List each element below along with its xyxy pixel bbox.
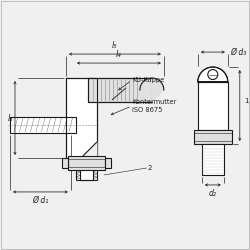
Text: KU-Kappe: KU-Kappe (132, 77, 164, 83)
Polygon shape (81, 142, 97, 158)
Text: l₅: l₅ (112, 41, 118, 50)
Bar (88, 78, 152, 102)
Text: Ø d₃: Ø d₃ (230, 48, 246, 56)
Text: 2: 2 (148, 165, 152, 171)
Bar (62, 158, 68, 168)
Bar (66, 78, 97, 158)
Bar (10, 117, 76, 133)
Polygon shape (140, 78, 164, 102)
Text: l₄: l₄ (116, 50, 122, 59)
Text: l₃: l₃ (7, 114, 13, 122)
Bar (194, 130, 232, 144)
Polygon shape (198, 67, 228, 82)
Bar (68, 156, 105, 170)
Text: d₂: d₂ (209, 189, 217, 198)
Bar (198, 82, 228, 130)
Bar (80, 158, 93, 180)
Text: Ø d₁: Ø d₁ (32, 196, 48, 205)
Bar (202, 144, 224, 175)
Text: 1: 1 (244, 98, 248, 103)
Text: ISO 8675: ISO 8675 (132, 107, 162, 113)
Text: Kontermutter: Kontermutter (132, 99, 176, 105)
Bar (105, 158, 111, 168)
